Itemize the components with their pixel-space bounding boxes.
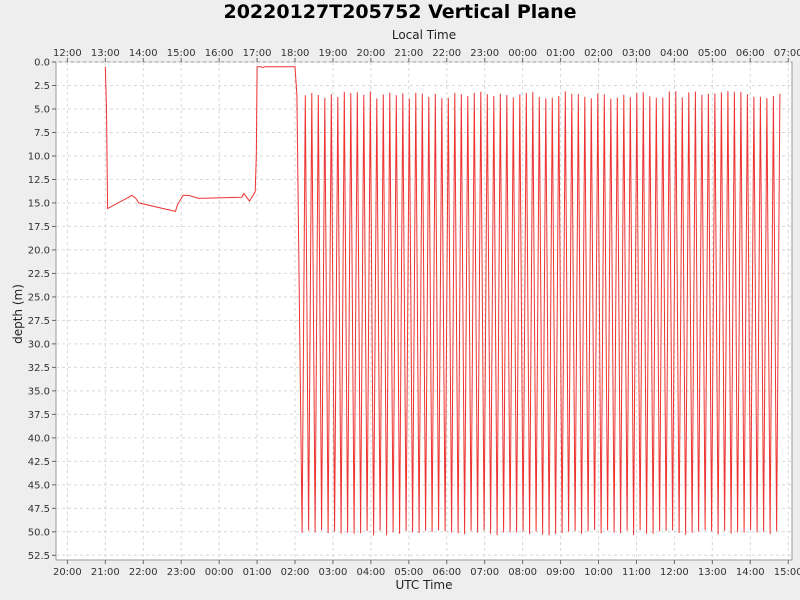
top-axis-label: Local Time	[391, 28, 457, 42]
x2-tick-label: 19:00	[319, 48, 348, 59]
x-tick-label: 09:00	[546, 567, 575, 578]
x2-tick-label: 12:00	[53, 48, 82, 59]
x2-tick-label: 23:00	[470, 48, 499, 59]
x-tick-label: 04:00	[356, 567, 385, 578]
x-tick-label: 20:00	[53, 567, 82, 578]
x-tick-label: 12:00	[660, 567, 689, 578]
x2-tick-label: 01:00	[546, 48, 575, 59]
y-tick-label: 37.5	[28, 410, 50, 421]
y-tick-label: 10.0	[28, 151, 50, 162]
x-tick-label: 00:00	[205, 567, 234, 578]
y-tick-label: 5.0	[34, 104, 50, 115]
x2-tick-label: 15:00	[167, 48, 196, 59]
y-tick-label: 15.0	[28, 198, 50, 209]
y-tick-label: 17.5	[28, 222, 50, 233]
y-tick-label: 12.5	[28, 175, 50, 186]
x2-axis: 12:00 13:00 14:00 15:00 16:00 17:00 18:00 19:00…	[53, 48, 800, 62]
y-tick-label: 50.0	[28, 527, 50, 538]
x-tick-label: 10:00	[584, 567, 613, 578]
bottom-axis-label: UTC Time	[395, 578, 453, 592]
x-tick-label: 02:00	[281, 567, 310, 578]
x-tick-label: 15:00	[774, 567, 800, 578]
x-tick-label: 13:00	[698, 567, 727, 578]
x-tick-label: 22:00	[129, 567, 158, 578]
x-tick-label: 08:00	[508, 567, 537, 578]
x2-tick-label: 16:00	[205, 48, 234, 59]
x2-tick-label: 21:00	[394, 48, 423, 59]
x-tick-label: 05:00	[394, 567, 423, 578]
x2-tick-label: 20:00	[356, 48, 385, 59]
x2-tick-label: 22:00	[432, 48, 461, 59]
y-tick-label: 52.5	[28, 551, 50, 562]
x2-tick-label: 04:00	[660, 48, 689, 59]
y-tick-label: 47.5	[28, 504, 50, 515]
y-tick-label: 42.5	[28, 457, 50, 468]
x2-tick-label: 00:00	[508, 48, 537, 59]
y-tick-label: 22.5	[28, 269, 50, 280]
y-tick-label: 0.0	[34, 58, 50, 69]
x-tick-label: 07:00	[470, 567, 499, 578]
y-tick-label: 35.0	[28, 386, 50, 397]
x2-tick-label: 13:00	[91, 48, 120, 59]
x-axis: 20:00 21:00 22:00 23:00 00:00 01:00 02:00 03:00…	[53, 560, 800, 578]
y-tick-label: 45.0	[28, 480, 50, 491]
x-tick-label: 06:00	[432, 567, 461, 578]
y-tick-label: 40.0	[28, 433, 50, 444]
y-tick-label: 7.5	[34, 128, 50, 139]
y-tick-label: 25.0	[28, 292, 50, 303]
x2-tick-label: 17:00	[243, 48, 272, 59]
x2-tick-label: 06:00	[736, 48, 765, 59]
x2-tick-label: 07:00	[774, 48, 800, 59]
x-tick-label: 23:00	[167, 567, 196, 578]
depth-series-line	[104, 66, 781, 536]
y-tick-label: 32.5	[28, 363, 50, 374]
series-lines	[104, 66, 781, 536]
x-tick-label: 11:00	[622, 567, 651, 578]
y-axis: 0.0 2.5 5.0 7.5 10.0 12.5 15.0 17.5 20.0 22.5 25.0…	[28, 58, 56, 562]
x2-tick-label: 05:00	[698, 48, 727, 59]
x-tick-label: 01:00	[243, 567, 272, 578]
x2-tick-label: 14:00	[129, 48, 158, 59]
x2-tick-label: 03:00	[622, 48, 651, 59]
y-tick-label: 20.0	[28, 245, 50, 256]
y-tick-label: 2.5	[34, 81, 50, 92]
x2-tick-label: 18:00	[281, 48, 310, 59]
chart-title: 20220127T205752 Vertical Plane	[223, 1, 577, 23]
x-tick-label: 03:00	[319, 567, 348, 578]
y-tick-label: 27.5	[28, 316, 50, 327]
x2-tick-label: 02:00	[584, 48, 613, 59]
x-tick-label: 21:00	[91, 567, 120, 578]
x-tick-label: 14:00	[736, 567, 765, 578]
y-tick-label: 30.0	[28, 339, 50, 350]
